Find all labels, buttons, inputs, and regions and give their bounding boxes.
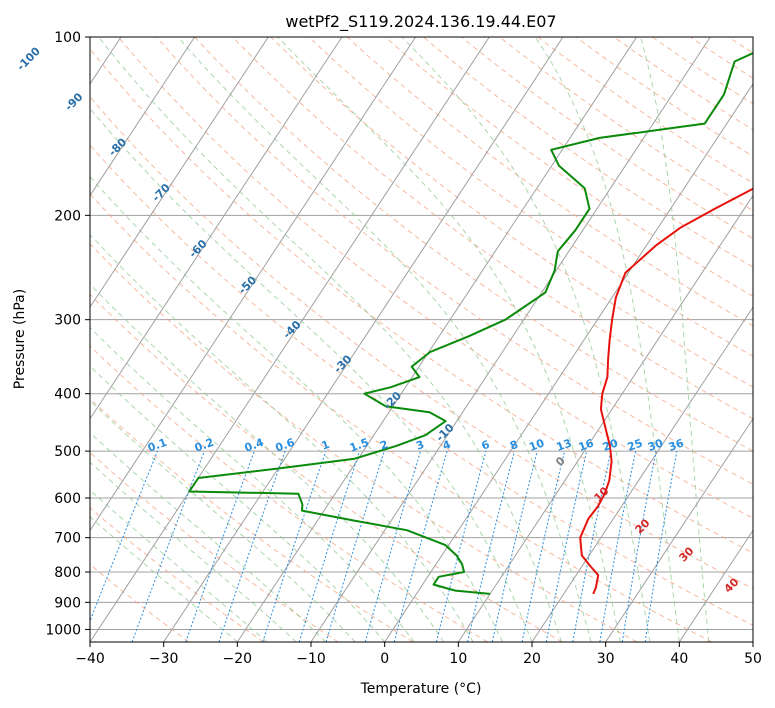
- isotherm-label: -90: [62, 90, 85, 113]
- mixing-ratio-label: 0.2: [193, 436, 216, 455]
- dry-adiabat: [0, 37, 562, 642]
- mixing-ratio-line: [219, 451, 285, 642]
- mixing-ratio-label: 1.5: [348, 436, 371, 455]
- mixing-ratio-label: 6: [480, 438, 492, 453]
- isotherm: [753, 37, 775, 642]
- y-tick-label: 400: [54, 387, 81, 403]
- x-tick-label: −40: [75, 651, 105, 667]
- mixing-ratio-line: [326, 451, 384, 642]
- isotherm: [16, 37, 415, 642]
- moist-adiabat-label: 40: [722, 575, 742, 595]
- chart-title: wetPf2_S119.2024.136.19.44.E07: [285, 12, 556, 32]
- y-tick-label: 700: [54, 531, 81, 547]
- x-tick-label: −30: [149, 651, 179, 667]
- dry-adiabat: [690, 37, 775, 642]
- mixing-ratio-line: [263, 451, 326, 642]
- mixing-ratio-label: 0.6: [274, 436, 297, 455]
- dry-adiabat: [614, 37, 775, 642]
- moist-adiabat: [99, 37, 562, 642]
- x-tick-label: 40: [670, 651, 688, 667]
- y-tick-label: 500: [54, 444, 81, 460]
- x-axis-title: Temperature (°C): [360, 681, 482, 697]
- y-tick-label: 600: [54, 491, 81, 507]
- x-tick-label: 20: [523, 651, 541, 667]
- y-axis: 100 200 300 400 500 600 700 800 900 1000: [45, 30, 90, 638]
- mixing-ratio-line: [600, 451, 636, 642]
- dry-adiabat: [347, 37, 775, 642]
- moist-adiabat: [0, 240, 355, 642]
- y-tick-label: 200: [54, 208, 81, 224]
- mixing-ratio-line: [394, 451, 447, 642]
- isotherm: [385, 37, 775, 642]
- moist-adiabat-label: 30: [677, 544, 697, 564]
- moist-adiabat: [278, 37, 621, 642]
- x-tick-label: −10: [296, 651, 326, 667]
- y-axis-title: Pressure (hPa): [12, 289, 28, 389]
- dry-adiabat: [0, 37, 413, 642]
- isotherm-label: -40: [280, 318, 303, 341]
- x-tick-label: 0: [380, 651, 389, 667]
- dry-adiabat: [423, 37, 775, 642]
- moist-adiabat-label: 0: [553, 454, 568, 469]
- x-tick-label: −20: [223, 651, 253, 667]
- isotherm-label: -100: [14, 44, 43, 73]
- isotherm-label: -50: [236, 273, 259, 296]
- dry-adiabat: [4, 37, 775, 642]
- isotherm: [532, 37, 775, 642]
- moist-adiabat: [0, 315, 237, 642]
- isotherm-label: -80: [106, 135, 129, 158]
- y-tick-label: 900: [54, 595, 81, 611]
- mixing-ratio-label: 1: [320, 438, 332, 453]
- dry-adiabat: [728, 37, 775, 642]
- moist-adiabat: [178, 37, 591, 642]
- y-tick-label: 100: [54, 30, 81, 46]
- x-tick-label: 30: [597, 651, 615, 667]
- moist-adiabat: [30, 105, 502, 643]
- x-tick-label: 10: [449, 651, 467, 667]
- isotherm: [311, 37, 710, 642]
- isotherm-label: -30: [331, 352, 354, 375]
- dry-adiabat: [462, 37, 775, 642]
- mixing-ratio-label: 0.1: [146, 436, 169, 455]
- moist-adiabat: [402, 37, 650, 642]
- x-tick-label: 50: [744, 651, 762, 667]
- mixing-ratio-line: [436, 451, 486, 642]
- mixing-ratio-line: [82, 451, 158, 642]
- mixing-ratio-label: 0.4: [243, 436, 266, 455]
- dry-adiabat: [385, 37, 775, 642]
- x-axis: −40 −30 −20 −10 0 10 20 30 40 50: [75, 642, 762, 667]
- mixing-ratio-line: [645, 451, 677, 642]
- moist-adiabat: [0, 297, 267, 642]
- mixing-ratio-label: 3: [414, 438, 426, 453]
- mixing-ratio-line: [468, 451, 515, 642]
- isotherm: [164, 37, 563, 642]
- isotherm: [0, 37, 195, 642]
- background-lines: [0, 37, 775, 642]
- dry-adiabat: [271, 37, 775, 642]
- temperature-line: [580, 37, 775, 594]
- dry-adiabat: [309, 37, 775, 642]
- isotherm-label: -60: [186, 237, 209, 260]
- mixing-ratio-line: [492, 451, 537, 642]
- mixing-ratio-label: 4: [441, 438, 453, 453]
- y-tick-label: 800: [54, 565, 81, 581]
- y-tick-label: 300: [54, 313, 81, 329]
- isotherm-label: -70: [150, 181, 173, 204]
- y-tick-label: 1000: [45, 622, 81, 638]
